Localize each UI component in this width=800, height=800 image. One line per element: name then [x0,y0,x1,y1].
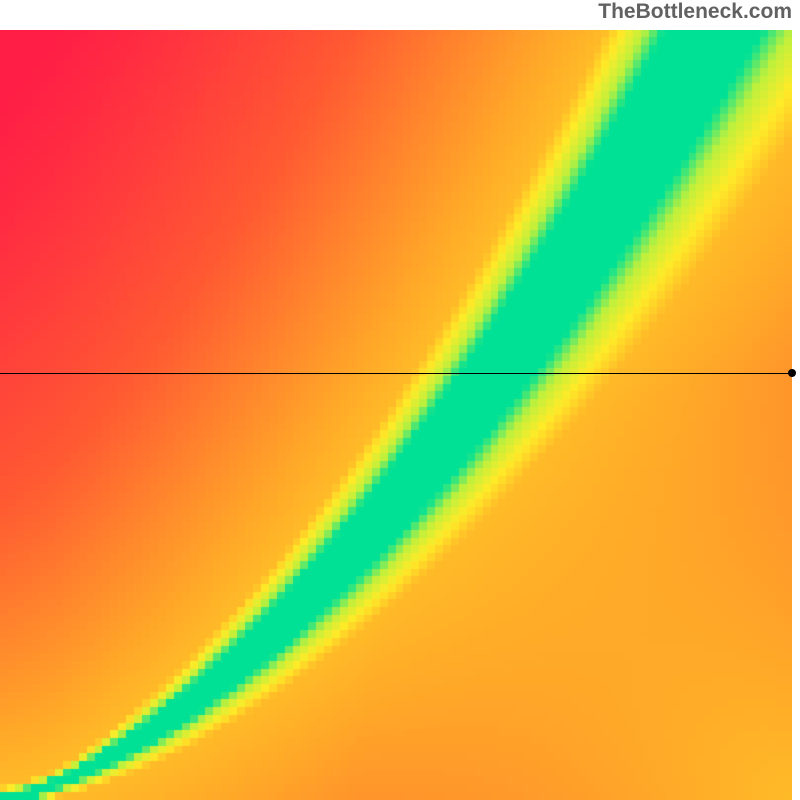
attribution-text: TheBottleneck.com [598,0,792,24]
reference-marker-dot [788,369,796,377]
heatmap-plot [0,30,792,800]
heatmap-canvas [0,30,792,800]
horizontal-reference-line [0,373,792,374]
chart-container: { "attribution": { "text": "TheBottlenec… [0,0,800,800]
